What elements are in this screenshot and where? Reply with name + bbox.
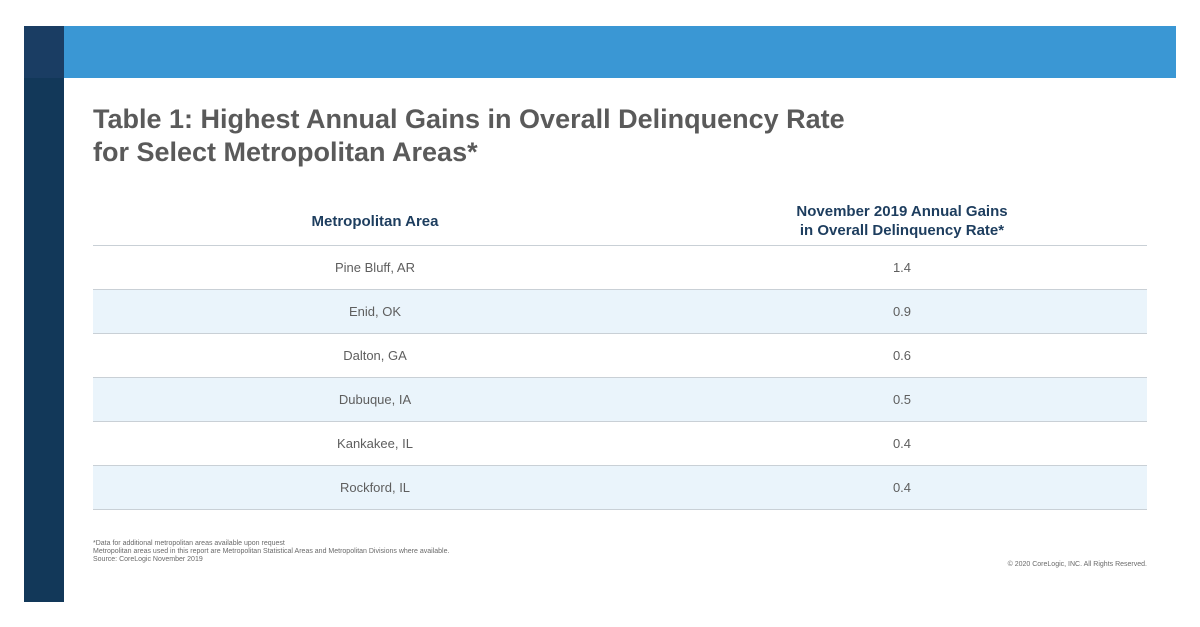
metro-area-cell: Dalton, GA [343,348,407,363]
title-line-2: for Select Metropolitan Areas* [93,137,478,167]
table-row: Rockford, IL 0.4 [93,466,1147,510]
table-header: Metropolitan Area November 2019 Annual G… [93,196,1147,246]
metro-area-cell: Enid, OK [348,304,402,319]
table-row: Dalton, GA 0.6 [93,334,1147,378]
title-line-1: Table 1: Highest Annual Gains in Overall… [93,104,845,134]
left-accent-bar-top [24,26,64,78]
footnote-1: *Data for additional metropolitan areas … [93,540,285,547]
table-body: Pine Bluff, AR 1.4 Enid, OK 0.9 Dalton, GA 0.… [93,246,1147,510]
annual-gain-cell: 0.6 [892,348,912,363]
column-header-line-1: November 2019 Annual Gains [796,203,1008,220]
table-row: Kankakee, IL 0.4 [93,422,1147,466]
table-row: Enid, OK 0.9 [93,290,1147,334]
annual-gain-cell: 0.9 [892,304,912,319]
metro-area-cell: Pine Bluff, AR [335,260,415,275]
metro-area-cell: Kankakee, IL [337,436,413,451]
annual-gain-cell: 0.5 [892,392,912,407]
annual-gain-cell: 1.4 [892,260,912,275]
table-row: Dubuque, IA 0.5 [93,378,1147,422]
column-header-metro-area: Metropolitan Area [311,213,439,230]
page-title: Table 1: Highest Annual Gains in Overall… [93,103,993,169]
column-header-annual-gains: November 2019 Annual Gains in Overall De… [657,202,1147,240]
column-header-line-2: in Overall Delinquency Rate* [799,222,1005,239]
footnote-3: Source: CoreLogic November 2019 [93,556,203,563]
annual-gain-cell: 0.4 [892,480,912,495]
annual-gain-cell: 0.4 [892,436,912,451]
footnotes: *Data for additional metropolitan areas … [93,540,449,564]
metro-area-cell: Dubuque, IA [338,392,412,407]
footnote-2: Metropolitan areas used in this report a… [93,548,450,555]
top-banner [64,26,1176,78]
metro-area-cell: Rockford, IL [339,480,411,495]
copyright-notice: © 2020 CoreLogic, INC. All Rights Reserv… [1007,561,1147,568]
delinquency-table: Metropolitan Area November 2019 Annual G… [93,196,1147,510]
table-row: Pine Bluff, AR 1.4 [93,246,1147,290]
left-accent-bar [24,26,64,602]
